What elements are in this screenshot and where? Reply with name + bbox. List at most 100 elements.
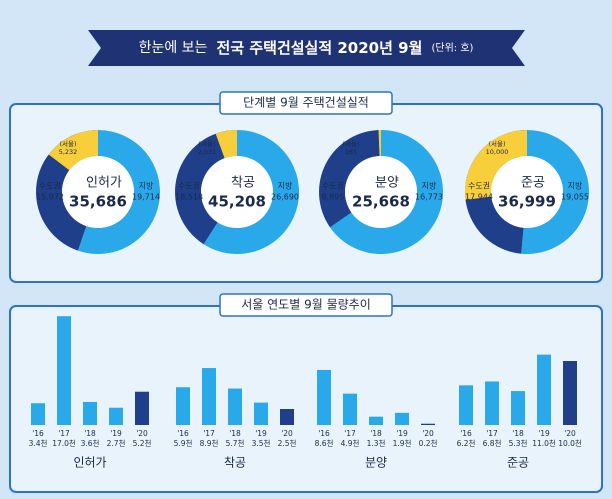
value-label: 3.4천 — [29, 438, 48, 448]
local-value: 26,690 — [271, 193, 299, 202]
year-label: '19 — [110, 429, 122, 438]
bar — [395, 412, 409, 425]
stage-title: 단계별 9월 주택건설실적 — [243, 96, 369, 110]
bar — [369, 416, 383, 425]
seoul-value: 2,531 — [198, 148, 217, 156]
local-arc — [203, 130, 299, 254]
value-label: 8.9천 — [200, 438, 219, 448]
group-name: 인허가 — [73, 456, 106, 470]
value-label: 5.2천 — [133, 438, 152, 448]
local-arc — [330, 130, 443, 254]
local-value: 19,055 — [561, 193, 589, 202]
title-prefix: 한눈에 보는 — [139, 40, 208, 56]
stage-name: 착공 — [231, 176, 255, 191]
value-label: 3.5천 — [252, 438, 271, 448]
stage-name: 분양 — [375, 176, 399, 191]
title: 한눈에 보는 전국 주택건설실적 2020년 9월 (단위: 호) — [139, 38, 474, 57]
year-label: '18 — [229, 429, 241, 438]
capital-value: 8,895 — [322, 193, 345, 202]
year-label: '18 — [370, 429, 382, 438]
year-label: '20 — [136, 429, 148, 438]
year-label: '18 — [512, 429, 524, 438]
group-name: 착공 — [224, 456, 246, 470]
local-value: 16,773 — [415, 193, 443, 202]
stage-total: 25,668 — [352, 193, 410, 211]
donut-center — [345, 156, 417, 228]
local-name: 지방 — [422, 181, 437, 191]
bar — [280, 409, 294, 425]
capital-value: 18,518 — [175, 193, 203, 202]
year-label: '16 — [177, 429, 189, 438]
bar — [228, 388, 242, 425]
seoul-arc — [48, 130, 98, 171]
title-banner — [88, 30, 525, 66]
value-label: 3.6천 — [81, 438, 100, 448]
capital-arc — [175, 130, 237, 245]
year-label: '19 — [538, 429, 550, 438]
stage-tab — [219, 91, 393, 115]
year-label: '16 — [460, 429, 472, 438]
bar — [459, 385, 473, 425]
capital-name: 수도권 — [178, 181, 200, 191]
value-label: 1.9천 — [393, 438, 412, 448]
value-label: 5.9천 — [174, 438, 193, 448]
year-label: '16 — [318, 429, 330, 438]
capital-name: 수도권 — [39, 181, 61, 191]
capital-value: 15,972 — [36, 193, 64, 202]
capital-name: 수도권 — [468, 181, 490, 191]
capital-arc — [36, 130, 98, 251]
year-label: '20 — [281, 429, 293, 438]
value-label: 6.8천 — [483, 438, 502, 448]
group-name: 준공 — [507, 456, 529, 470]
value-label: 5.7천 — [226, 438, 245, 448]
capital-name: 수도권 — [322, 181, 344, 191]
capital-arc — [319, 130, 381, 228]
bar — [485, 381, 499, 425]
bar — [31, 403, 45, 425]
seoul-name: (서울) — [488, 139, 505, 148]
donut-center — [62, 156, 134, 228]
value-label: 11.0천 — [532, 438, 556, 448]
value-label: 10.0천 — [558, 438, 582, 448]
value-label: 8.6천 — [315, 438, 334, 448]
stage-name: 인허가 — [86, 176, 122, 191]
local-value: 19,714 — [132, 193, 160, 202]
bar — [135, 391, 149, 425]
seoul-name: (서울) — [342, 139, 359, 148]
value-label: 2.7천 — [107, 438, 126, 448]
seoul-value: 5,232 — [59, 148, 78, 156]
bar — [343, 393, 357, 425]
year-label: '17 — [203, 429, 215, 438]
local-arc — [521, 130, 589, 254]
year-label: '17 — [344, 429, 356, 438]
bar — [511, 391, 525, 425]
bar — [176, 387, 190, 425]
year-label: '19 — [396, 429, 408, 438]
bar — [83, 401, 97, 425]
year-label: '20 — [422, 429, 434, 438]
trend-title: 서울 연도별 9월 물량추이 — [241, 298, 370, 312]
value-label: 1.3천 — [367, 438, 386, 448]
year-label: '17 — [58, 429, 70, 438]
value-label: 5.3천 — [509, 438, 528, 448]
year-label: '20 — [564, 429, 576, 438]
bar — [317, 369, 331, 425]
seoul-value: 10,000 — [486, 148, 509, 156]
bar — [537, 354, 551, 425]
donut-center — [491, 156, 563, 228]
donut-center — [201, 156, 273, 228]
title-main: 전국 주택건설실적 2020년 9월 — [217, 39, 423, 57]
year-label: '17 — [486, 429, 498, 438]
bar — [563, 361, 577, 425]
seoul-name: (서울) — [198, 139, 215, 148]
value-label: 0.2천 — [419, 438, 438, 448]
local-name: 지방 — [278, 181, 293, 191]
value-label: 4.9천 — [341, 438, 360, 448]
bar — [109, 407, 123, 425]
stage-total: 35,686 — [69, 193, 127, 211]
year-label: '18 — [84, 429, 96, 438]
stage-total: 45,208 — [208, 193, 266, 211]
seoul-value: 165 — [345, 148, 357, 156]
value-label: 2.5천 — [278, 438, 297, 448]
